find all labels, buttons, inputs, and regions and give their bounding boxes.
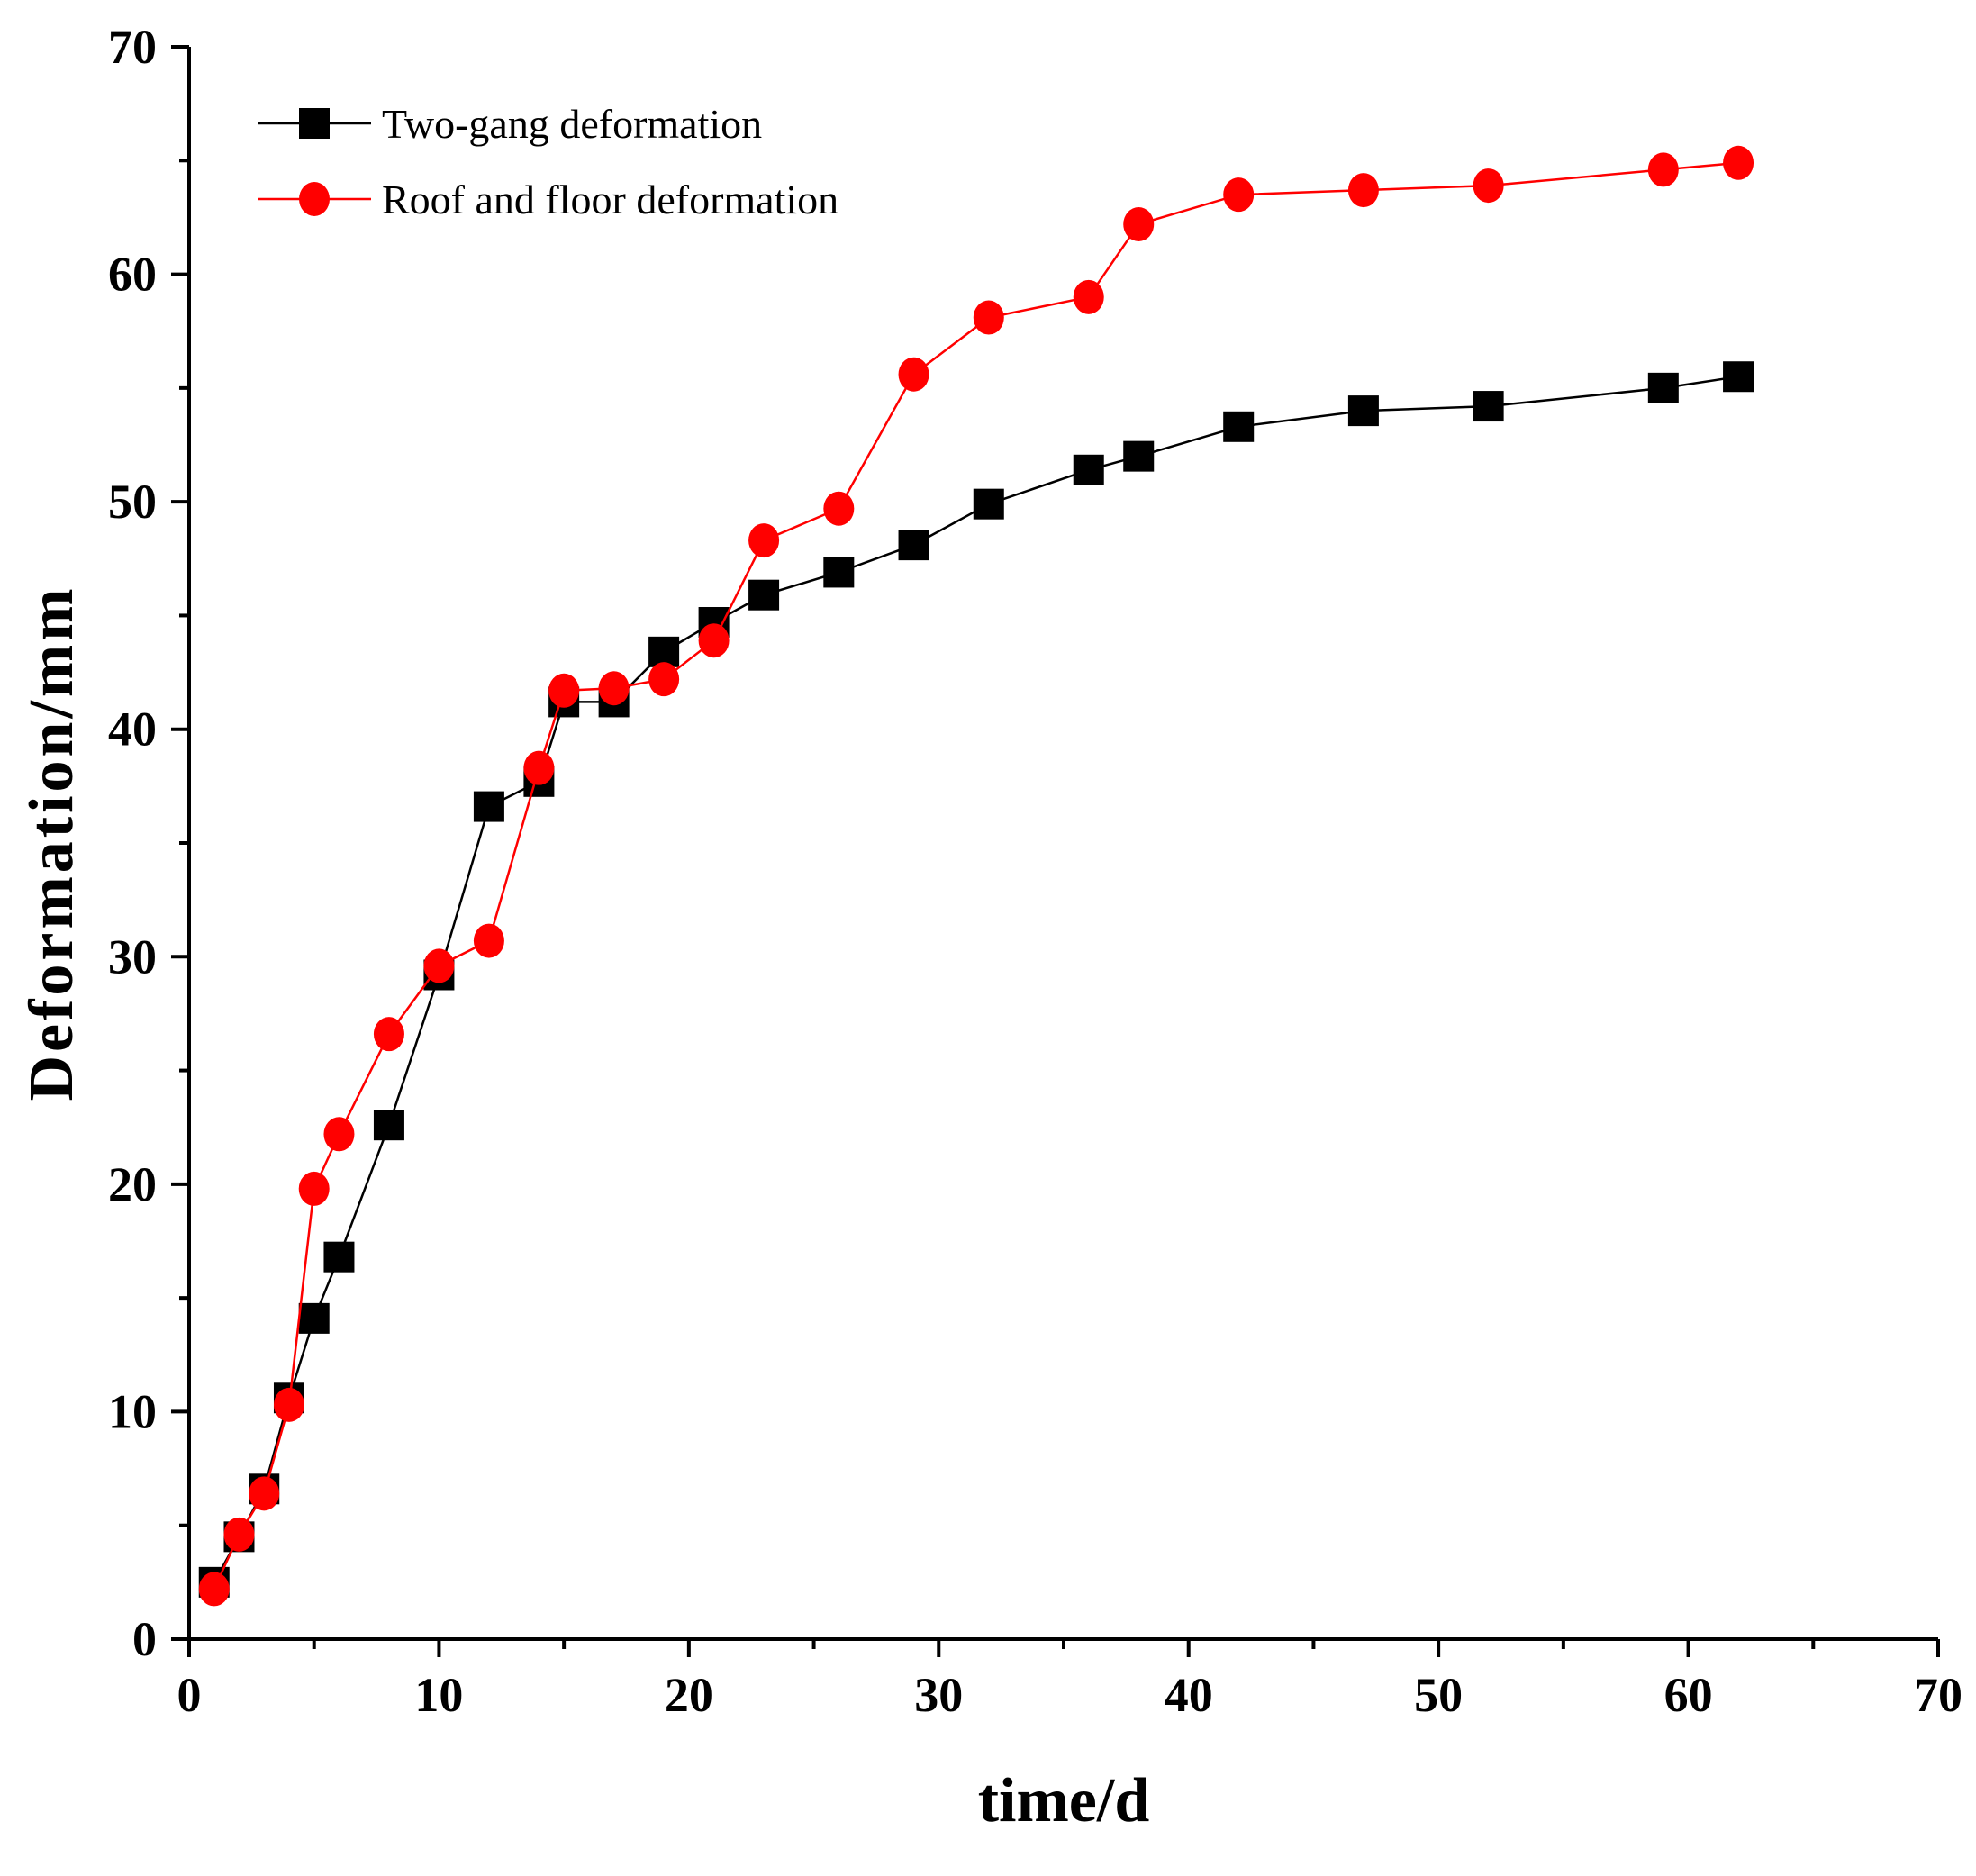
- data-point: [698, 623, 730, 658]
- data-point: [748, 579, 780, 611]
- x-tick-label: 50: [1414, 1668, 1463, 1722]
- x-axis-title: time/d: [978, 1766, 1150, 1835]
- y-tick-label: 60: [108, 248, 157, 302]
- data-point: [898, 530, 929, 561]
- x-tick-label: 20: [665, 1668, 713, 1722]
- y-tick-label: 70: [108, 20, 157, 74]
- y-tick-label: 0: [132, 1612, 157, 1666]
- data-point: [1347, 173, 1379, 208]
- legend-item-2: Roof and floor deformation: [258, 177, 838, 222]
- data-point: [598, 671, 630, 706]
- legend-square-marker: [299, 108, 330, 139]
- data-point: [1473, 391, 1504, 422]
- data-point: [1473, 168, 1504, 204]
- legend: Two-gang deformation Roof and floor defor…: [258, 101, 838, 222]
- data-point: [1647, 372, 1679, 403]
- x-tick-label: 0: [177, 1668, 202, 1722]
- data-point: [323, 1117, 355, 1152]
- x-tick-label: 30: [914, 1668, 963, 1722]
- data-point: [823, 557, 855, 588]
- legend-item-1: Two-gang deformation: [258, 101, 762, 147]
- y-tick-label: 30: [108, 929, 157, 983]
- y-axis-title: Deformation/mm: [17, 585, 86, 1101]
- data-point: [198, 1572, 230, 1607]
- data-point: [973, 488, 1004, 520]
- data-point: [548, 673, 580, 708]
- legend-label: Roof and floor deformation: [382, 177, 838, 222]
- data-point: [1123, 440, 1155, 472]
- data-point: [648, 662, 680, 697]
- data-point: [1223, 411, 1255, 442]
- data-point: [473, 923, 504, 958]
- series-line: [213, 161, 1739, 1590]
- legend-circle-marker: [299, 182, 330, 216]
- y-tick-label: 10: [108, 1384, 157, 1438]
- series-layer: [198, 145, 1754, 1607]
- data-point: [1123, 207, 1155, 242]
- data-point: [898, 357, 929, 392]
- data-point: [1647, 152, 1679, 187]
- data-point: [748, 523, 780, 558]
- data-point: [1723, 361, 1754, 393]
- data-point: [1073, 454, 1104, 485]
- data-point: [1347, 395, 1379, 427]
- series-2: [198, 145, 1754, 1607]
- x-tick-label: 60: [1664, 1668, 1713, 1722]
- data-point: [298, 1171, 330, 1206]
- x-tick-label: 70: [1914, 1668, 1962, 1722]
- y-tick-label: 50: [108, 475, 157, 529]
- data-point: [523, 750, 555, 785]
- data-point: [323, 1241, 355, 1273]
- x-tick-label: 40: [1165, 1668, 1213, 1722]
- data-point: [1073, 279, 1104, 314]
- data-point: [223, 1517, 255, 1552]
- data-point: [423, 948, 455, 983]
- axes: 0 10 20 30 40 50 60 70 0 10 20 30 40 50 60 70: [108, 20, 1962, 1722]
- data-point: [823, 491, 855, 526]
- x-tick-label: 10: [414, 1668, 463, 1722]
- data-point: [1723, 145, 1754, 180]
- data-point: [298, 1302, 330, 1334]
- y-tick-label: 40: [108, 702, 157, 757]
- y-tick-label: 20: [108, 1157, 157, 1211]
- data-point: [373, 1110, 404, 1141]
- data-point: [249, 1476, 280, 1511]
- data-point: [273, 1387, 304, 1422]
- data-point: [973, 300, 1004, 335]
- data-point: [473, 791, 504, 822]
- legend-label: Two-gang deformation: [382, 101, 762, 147]
- data-point: [1223, 177, 1255, 213]
- data-point: [373, 1017, 404, 1052]
